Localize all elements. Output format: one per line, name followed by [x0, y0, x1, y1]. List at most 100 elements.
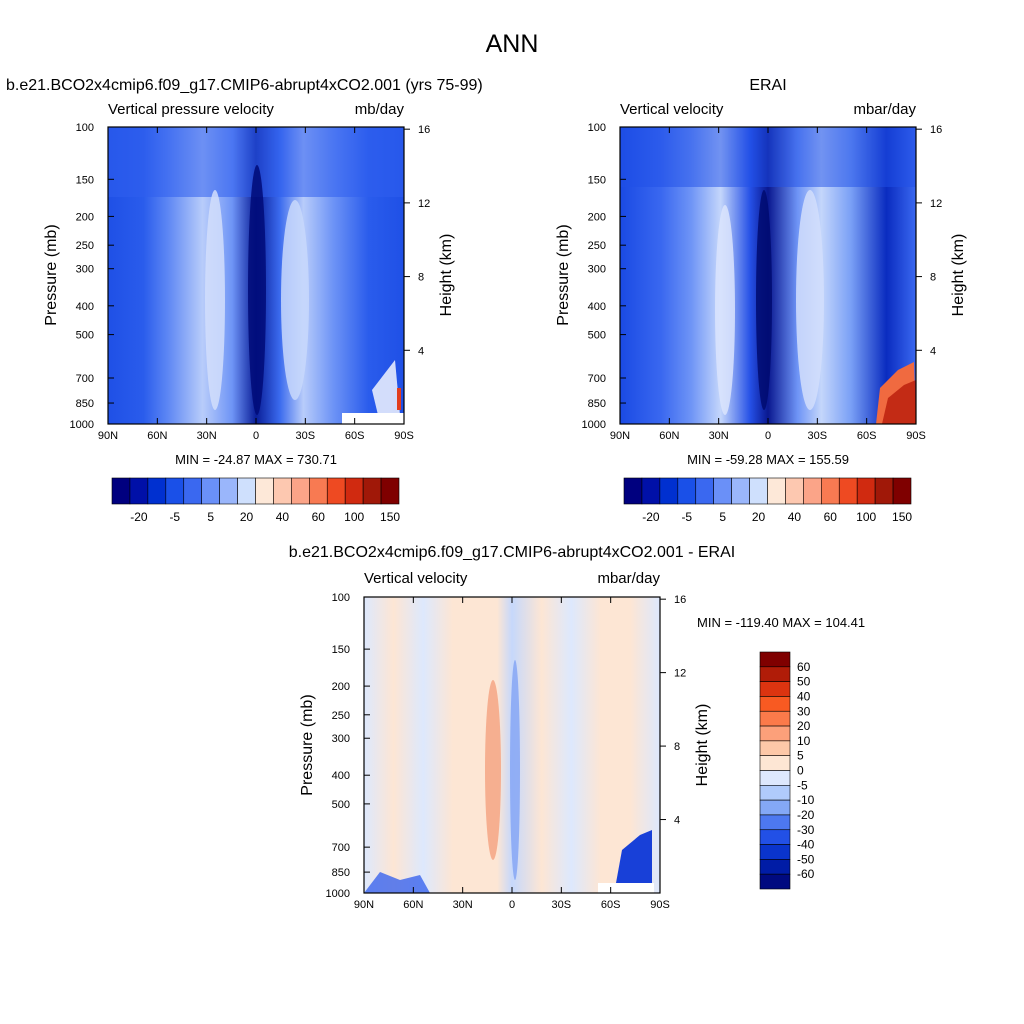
colorbar-label: -20 — [797, 808, 815, 822]
panel1-ascent-lobe-south — [281, 200, 309, 400]
height-tick-label: 8 — [418, 272, 424, 284]
height-tick-label: 8 — [674, 741, 680, 753]
panel1-left-subtitle: Vertical pressure velocity — [108, 101, 274, 118]
colorbar-label: 50 — [797, 675, 811, 689]
colorbar-box — [838, 477, 858, 505]
colorbar-box — [785, 477, 804, 505]
colorbar-label: -20 — [130, 510, 148, 524]
panel3-left-subtitle: Vertical velocity — [364, 570, 468, 587]
colorbar-box — [326, 477, 346, 505]
height-tick-label: 4 — [418, 345, 424, 357]
colorbar-box — [759, 710, 791, 727]
x-tick-label: 90S — [394, 430, 414, 442]
colorbar-box — [237, 477, 256, 505]
x-tick-label: 60N — [403, 899, 423, 911]
colorbar-label: -10 — [797, 793, 815, 807]
colorbar-label: 60 — [797, 660, 811, 674]
x-tick-label: 60S — [857, 430, 877, 442]
colorbar-box — [803, 477, 822, 505]
colorbar-box — [759, 799, 791, 816]
x-tick-label: 30S — [296, 430, 316, 442]
height-tick-label: 16 — [930, 124, 942, 136]
panel1-units: mb/day — [354, 101, 404, 118]
y-tick-label: 850 — [76, 398, 94, 410]
colorbar-box — [273, 477, 292, 505]
x-tick-label: 60S — [345, 430, 365, 442]
panel3-ylabel-right: Height (km) — [694, 704, 711, 787]
colorbar-label: 150 — [892, 510, 912, 524]
panel2-stats: MIN = -59.28 MAX = 155.59 — [687, 452, 849, 467]
colorbar-label: 10 — [797, 734, 811, 748]
panel2-polar-hot — [882, 380, 916, 424]
x-tick-label: 30N — [197, 430, 217, 442]
x-tick-label: 60N — [147, 430, 167, 442]
colorbar-label: 40 — [797, 689, 811, 703]
y-tick-label: 700 — [332, 842, 350, 854]
x-tick-label: 60S — [601, 899, 621, 911]
x-tick-label: 0 — [253, 430, 259, 442]
colorbar-box — [759, 666, 791, 682]
colorbar-box — [713, 477, 732, 505]
panel1-ylabel: Pressure (mb) — [43, 224, 60, 325]
colorbar-box — [183, 477, 202, 505]
colorbar-label: 60 — [312, 510, 326, 524]
y-tick-label: 400 — [588, 301, 606, 313]
colorbar-box — [695, 477, 714, 505]
panel3-ylabel: Pressure (mb) — [299, 694, 316, 795]
panel3-plot — [363, 596, 661, 894]
colorbar-label: 40 — [276, 510, 290, 524]
colorbar-layer: -20 -5 5 20 40 60 100 150 -20 -5 5 20 40 60 100 1506050… — [111, 477, 912, 890]
colorbar-box — [201, 477, 220, 505]
colorbar-box — [677, 477, 697, 505]
x-tick-label: 30S — [808, 430, 828, 442]
colorbar-label: 100 — [344, 510, 364, 524]
x-tick-label: 30N — [709, 430, 729, 442]
tick-layer: 90N 60N 30N 0 30S 60S 90S100150200250300400500… — [70, 122, 943, 911]
colorbar-box — [749, 477, 768, 505]
colorbar-box — [821, 477, 840, 505]
colorbar-box — [344, 477, 364, 505]
colorbar-box — [111, 477, 131, 505]
x-tick-label: 90S — [906, 430, 926, 442]
panel1-ascent-lobe-north — [205, 190, 225, 410]
x-tick-label: 90N — [354, 899, 374, 911]
height-tick-label: 12 — [674, 668, 686, 680]
y-tick-label: 1000 — [582, 419, 606, 431]
y-tick-label: 500 — [332, 799, 350, 811]
colorbar-label: 20 — [752, 510, 766, 524]
y-tick-label: 250 — [76, 240, 94, 252]
colorbar-label: -40 — [797, 838, 815, 852]
panel2-ascent-lobe-north — [715, 205, 735, 415]
colorbar-box — [291, 477, 310, 505]
panel3-polar-negative — [616, 830, 652, 883]
colorbar-box — [874, 477, 894, 505]
height-tick-label: 4 — [930, 345, 936, 357]
colorbar-box — [641, 477, 661, 505]
colorbar-box — [759, 696, 791, 712]
panel1-stats: MIN = -24.87 MAX = 730.71 — [175, 452, 337, 467]
colorbar-box — [759, 740, 791, 756]
panel2-ylabel: Pressure (mb) — [555, 224, 572, 325]
height-tick-label: 8 — [930, 272, 936, 284]
colorbar-box — [892, 477, 912, 505]
colorbar-box — [759, 770, 791, 786]
colorbar-box — [767, 477, 786, 505]
x-tick-label: 90S — [650, 899, 670, 911]
colorbar-label: 5 — [719, 510, 726, 524]
height-tick-label: 12 — [418, 198, 430, 210]
colorbar-box — [759, 651, 791, 668]
colorbar-label: -30 — [797, 823, 815, 837]
panel3-units: mbar/day — [597, 570, 660, 587]
panel2-plot — [619, 126, 917, 425]
height-tick-label: 16 — [674, 594, 686, 606]
panel1-polar-lobe — [372, 360, 400, 415]
panel1-plot — [107, 126, 405, 425]
panel3-frame — [363, 596, 661, 894]
panel2-ascent-lobe-south — [796, 190, 824, 410]
y-tick-label: 100 — [332, 592, 350, 604]
panel3-negative-core — [510, 660, 520, 880]
colorbar-box — [380, 477, 400, 505]
y-tick-label: 250 — [332, 710, 350, 722]
colorbar-label: -60 — [797, 867, 815, 881]
